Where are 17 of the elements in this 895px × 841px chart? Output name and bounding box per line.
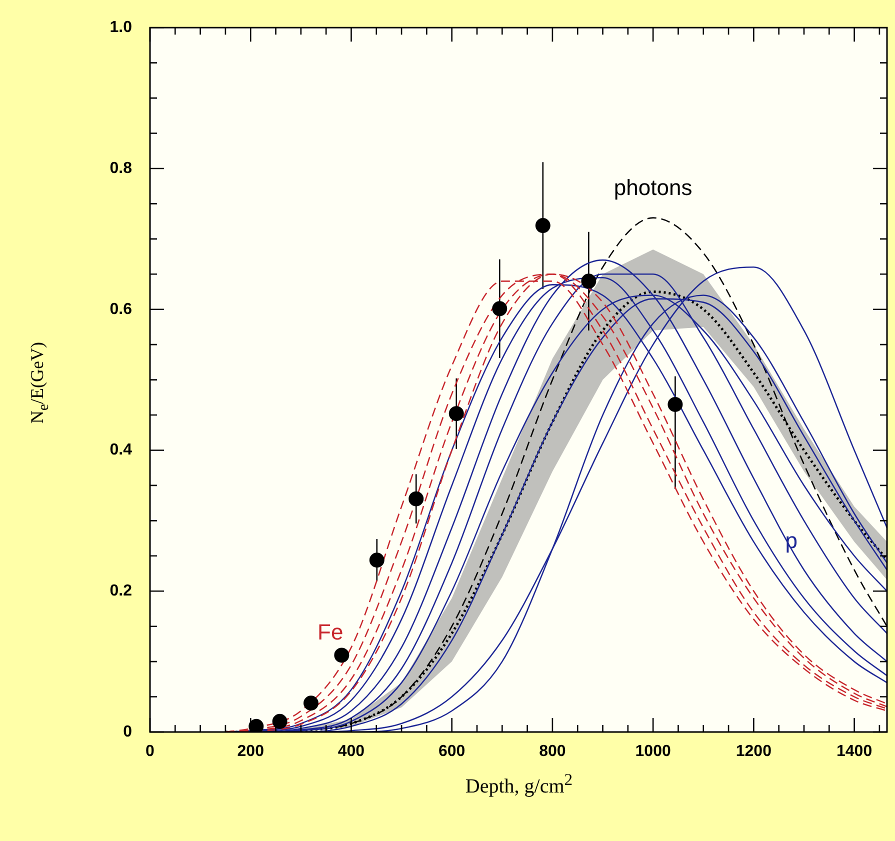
- x-tick-label: 1000: [635, 743, 671, 760]
- y-tick-label: 0.2: [110, 582, 132, 600]
- y-tick-label: 1.0: [110, 19, 132, 36]
- y-tick-label: 0.8: [110, 160, 132, 177]
- x-tick-label: 0: [146, 743, 155, 760]
- y-tick-label: 0: [123, 723, 132, 740]
- series-label: photons: [614, 174, 692, 200]
- x-tick-label: 600: [438, 743, 466, 760]
- y-tick-label: 0.4: [110, 442, 132, 459]
- x-tick-label: 400: [338, 743, 365, 760]
- x-tick-label: 200: [237, 743, 264, 760]
- annotation: Fe: [318, 620, 344, 645]
- x-tick-label: 1200: [736, 743, 772, 760]
- x-axis-title: Depth, g/cm$^{2}$: [464, 770, 574, 799]
- x-tick-label: 800: [539, 743, 566, 760]
- x-tick-label: 1400: [836, 743, 872, 760]
- y-tick-label: 0.6: [110, 300, 132, 318]
